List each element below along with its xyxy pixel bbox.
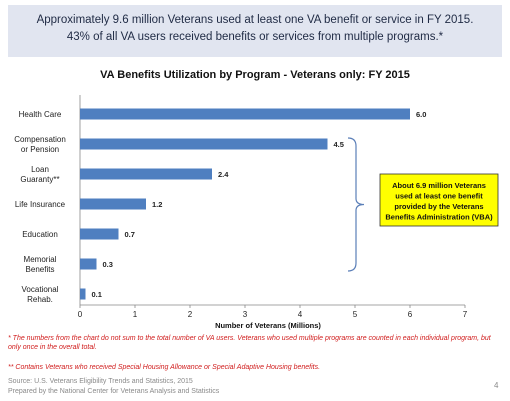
- value-label: 1.2: [152, 200, 162, 209]
- prepared-by-text: Prepared by the National Center for Vete…: [8, 388, 220, 395]
- chart-title: VA Benefits Utilization by Program - Vet…: [100, 69, 410, 81]
- bar: [80, 228, 119, 240]
- category-label: Life Insurance: [15, 200, 66, 209]
- bar: [80, 138, 328, 150]
- annotation-box: [379, 173, 499, 227]
- x-tick-label: 2: [188, 310, 193, 319]
- x-tick-label: 4: [298, 310, 303, 319]
- category-label: Vocational Rehab.: [22, 285, 59, 304]
- source-text: Source: U.S. Veterans Eligibility Trends…: [8, 378, 193, 385]
- annotation-brace: [347, 137, 365, 272]
- annotation-text: About 6.9 million Veterans used at least …: [385, 181, 493, 222]
- x-axis-label: Number of Veterans (Millions): [215, 321, 321, 330]
- x-tick-label: 5: [353, 310, 358, 319]
- bar: [80, 198, 146, 210]
- value-label: 4.5: [334, 140, 344, 149]
- value-label: 6.0: [416, 110, 426, 119]
- value-label: 0.1: [92, 290, 102, 299]
- x-tick-label: 3: [243, 310, 248, 319]
- category-label: Loan Guaranty**: [20, 165, 59, 184]
- x-tick-labels: 0 1 2 3 4 5 6 7: [78, 310, 468, 319]
- footnote-2: ** Contains Veterans who received Specia…: [8, 364, 321, 371]
- chart-bars: [80, 108, 410, 300]
- bar: [80, 108, 410, 120]
- x-tick-label: 7: [463, 310, 468, 319]
- headline-line-2: 43% of all VA users received benefits or…: [66, 31, 444, 43]
- footnote-1: * The numbers from the chart do not sum …: [8, 335, 491, 351]
- x-tick-label: 1: [133, 310, 138, 319]
- value-label: 0.3: [103, 260, 113, 269]
- x-tick-label: 0: [78, 310, 83, 319]
- value-labels: 6.0 4.5 2.4 1.2 0.7 0.3 0.1: [92, 110, 427, 299]
- category-label: Compensation or Pension: [14, 135, 66, 154]
- page-number: 4: [494, 381, 499, 390]
- x-tick-label: 6: [408, 310, 413, 319]
- category-label: Health Care: [19, 110, 62, 119]
- headline-line-1: Approximately 9.6 million Veterans used …: [36, 14, 474, 26]
- category-label: Memorial Benefits: [24, 255, 57, 274]
- value-label: 2.4: [218, 170, 229, 179]
- bar: [80, 258, 97, 270]
- bar: [80, 288, 86, 300]
- value-label: 0.7: [125, 230, 135, 239]
- bar: [80, 168, 212, 180]
- headline-banner: Approximately 9.6 million Veterans used …: [8, 5, 502, 57]
- category-labels: Health Care Compensation or Pension Loan Gua…: [14, 110, 66, 304]
- annotation-label: About 6.9 million Veterans used at least …: [385, 181, 493, 222]
- category-label: Education: [22, 230, 58, 239]
